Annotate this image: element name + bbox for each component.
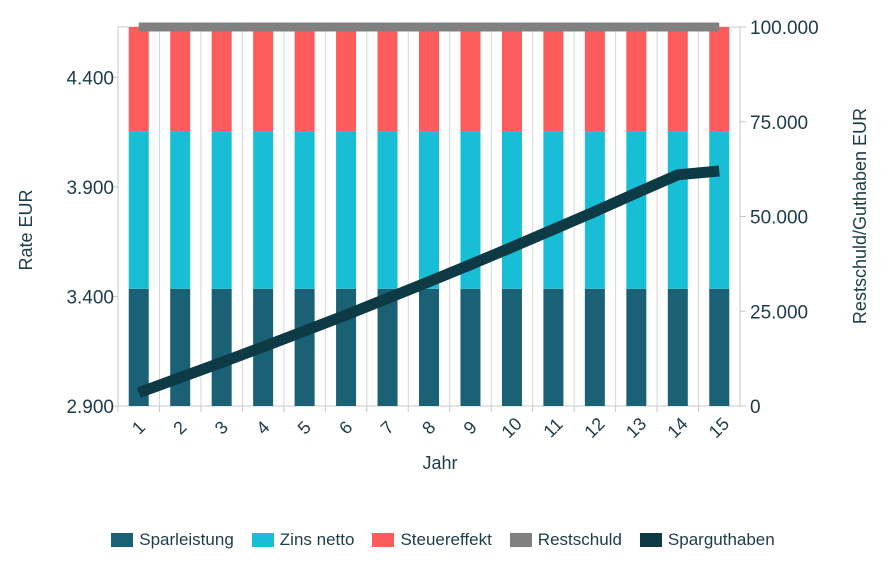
left-tick-label: 3.900 bbox=[66, 178, 114, 199]
bar-zins-netto bbox=[170, 131, 191, 289]
bar-steuereffekt bbox=[709, 27, 730, 132]
right-tick-label: 25.000 bbox=[750, 302, 808, 323]
left-tick-label: 2.900 bbox=[66, 397, 114, 418]
bar-zins-netto bbox=[667, 131, 688, 289]
legend-label: Sparleistung bbox=[139, 530, 234, 549]
legend-swatch bbox=[111, 533, 134, 547]
bar-steuereffekt bbox=[128, 27, 149, 132]
right-tick-label: 75.000 bbox=[750, 113, 808, 134]
right-tick-label: 0 bbox=[750, 397, 761, 418]
legend-swatch bbox=[372, 533, 395, 547]
right-tick-label: 100.000 bbox=[750, 18, 819, 39]
bar-steuereffekt bbox=[211, 27, 232, 132]
bar-zins-netto bbox=[543, 131, 564, 289]
x-tick-label: 8 bbox=[418, 417, 439, 438]
x-tick-label: 3 bbox=[211, 417, 232, 438]
x-axis-label: Jahr bbox=[422, 453, 457, 473]
bar-sparleistung bbox=[211, 288, 232, 406]
bar-steuereffekt bbox=[170, 27, 191, 132]
x-tick-label: 14 bbox=[663, 414, 691, 442]
legend-label: Sparguthaben bbox=[667, 530, 775, 549]
bar-zins-netto bbox=[128, 131, 149, 289]
bar-zins-netto bbox=[501, 131, 522, 289]
bar-sparleistung bbox=[709, 288, 730, 406]
bar-zins-netto bbox=[336, 131, 357, 289]
legend-swatch bbox=[639, 533, 662, 547]
bar-sparleistung bbox=[626, 288, 647, 406]
bar-sparleistung bbox=[377, 288, 398, 406]
bar-zins-netto bbox=[211, 131, 232, 289]
bar-steuereffekt bbox=[294, 27, 315, 132]
legend-item-steuereffekt: Steuereffekt bbox=[372, 530, 492, 550]
bar-zins-netto bbox=[377, 131, 398, 289]
x-tick-label: 7 bbox=[377, 417, 398, 438]
bar-steuereffekt bbox=[377, 27, 398, 132]
legend-swatch bbox=[251, 533, 274, 547]
x-tick-label: 1 bbox=[128, 417, 149, 438]
legend-label: Zins netto bbox=[279, 530, 355, 549]
right-axis-label: Restschuld/Guthaben EUR bbox=[850, 108, 870, 324]
bar-sparleistung bbox=[667, 288, 688, 406]
right-axis: 0 25.000 50.000 75.000 100.000 bbox=[740, 18, 819, 418]
bar-zins-netto bbox=[460, 131, 481, 289]
x-tick-label: 10 bbox=[498, 414, 526, 442]
bar-sparleistung bbox=[584, 288, 605, 406]
x-tick-label: 12 bbox=[580, 414, 608, 442]
left-tick-label: 4.400 bbox=[66, 68, 114, 89]
left-axis-label: Rate EUR bbox=[16, 189, 36, 270]
bar-sparleistung bbox=[460, 288, 481, 406]
bar-sparleistung bbox=[170, 288, 191, 406]
bar-steuereffekt bbox=[501, 27, 522, 132]
x-tick-label: 11 bbox=[539, 414, 566, 441]
legend-label: Steuereffekt bbox=[400, 530, 492, 549]
bar-zins-netto bbox=[294, 131, 315, 289]
legend-item-sparguthaben: Sparguthaben bbox=[639, 530, 775, 550]
x-tick-label: 2 bbox=[169, 417, 190, 438]
x-tick-label: 4 bbox=[252, 417, 273, 438]
line-sparguthaben bbox=[136, 165, 720, 398]
bar-sparleistung bbox=[501, 288, 522, 406]
bar-zins-netto bbox=[419, 131, 439, 289]
line-series-group bbox=[136, 22, 720, 398]
bar-steuereffekt bbox=[253, 27, 274, 132]
x-tick-label: 5 bbox=[294, 417, 315, 438]
legend-item-zins-netto: Zins netto bbox=[251, 530, 355, 550]
x-tick-label: 9 bbox=[460, 417, 481, 438]
bar-sparleistung bbox=[543, 288, 564, 406]
bar-steuereffekt bbox=[336, 27, 357, 132]
x-axis: 1 2 3 4 5 6 7 8 9 10 11 12 13 14 15 bbox=[117, 406, 733, 442]
bar-zins-netto bbox=[709, 131, 730, 289]
bar-sparleistung bbox=[128, 288, 149, 406]
bar-series-group bbox=[128, 27, 730, 406]
left-axis: 2.900 3.400 3.900 4.400 bbox=[66, 68, 118, 418]
bar-steuereffekt bbox=[584, 27, 605, 132]
x-tick-label: 13 bbox=[622, 414, 650, 442]
bar-zins-netto bbox=[626, 131, 647, 289]
bar-sparleistung bbox=[294, 288, 315, 406]
bar-sparleistung bbox=[419, 288, 439, 406]
legend-item-restschuld: Restschuld bbox=[509, 530, 622, 550]
legend-label: Restschuld bbox=[537, 530, 622, 549]
bar-steuereffekt bbox=[543, 27, 564, 132]
legend-item-sparleistung: Sparleistung bbox=[111, 530, 234, 550]
bar-zins-netto bbox=[253, 131, 274, 289]
bar-steuereffekt bbox=[419, 27, 439, 132]
x-tick-label: 15 bbox=[705, 414, 733, 442]
bar-steuereffekt bbox=[626, 27, 647, 132]
right-tick-label: 50.000 bbox=[750, 208, 808, 229]
bar-steuereffekt bbox=[667, 27, 688, 132]
bar-steuereffekt bbox=[460, 27, 481, 132]
chart-legend: Sparleistung Zins netto Steuereffekt Restsc… bbox=[0, 530, 886, 550]
combo-chart: 2.900 3.400 3.900 4.400 0 25.000 50.000 75.000… bbox=[16, 18, 870, 473]
x-tick-label: 6 bbox=[335, 417, 356, 438]
legend-swatch bbox=[509, 533, 532, 547]
left-tick-label: 3.400 bbox=[66, 287, 114, 308]
